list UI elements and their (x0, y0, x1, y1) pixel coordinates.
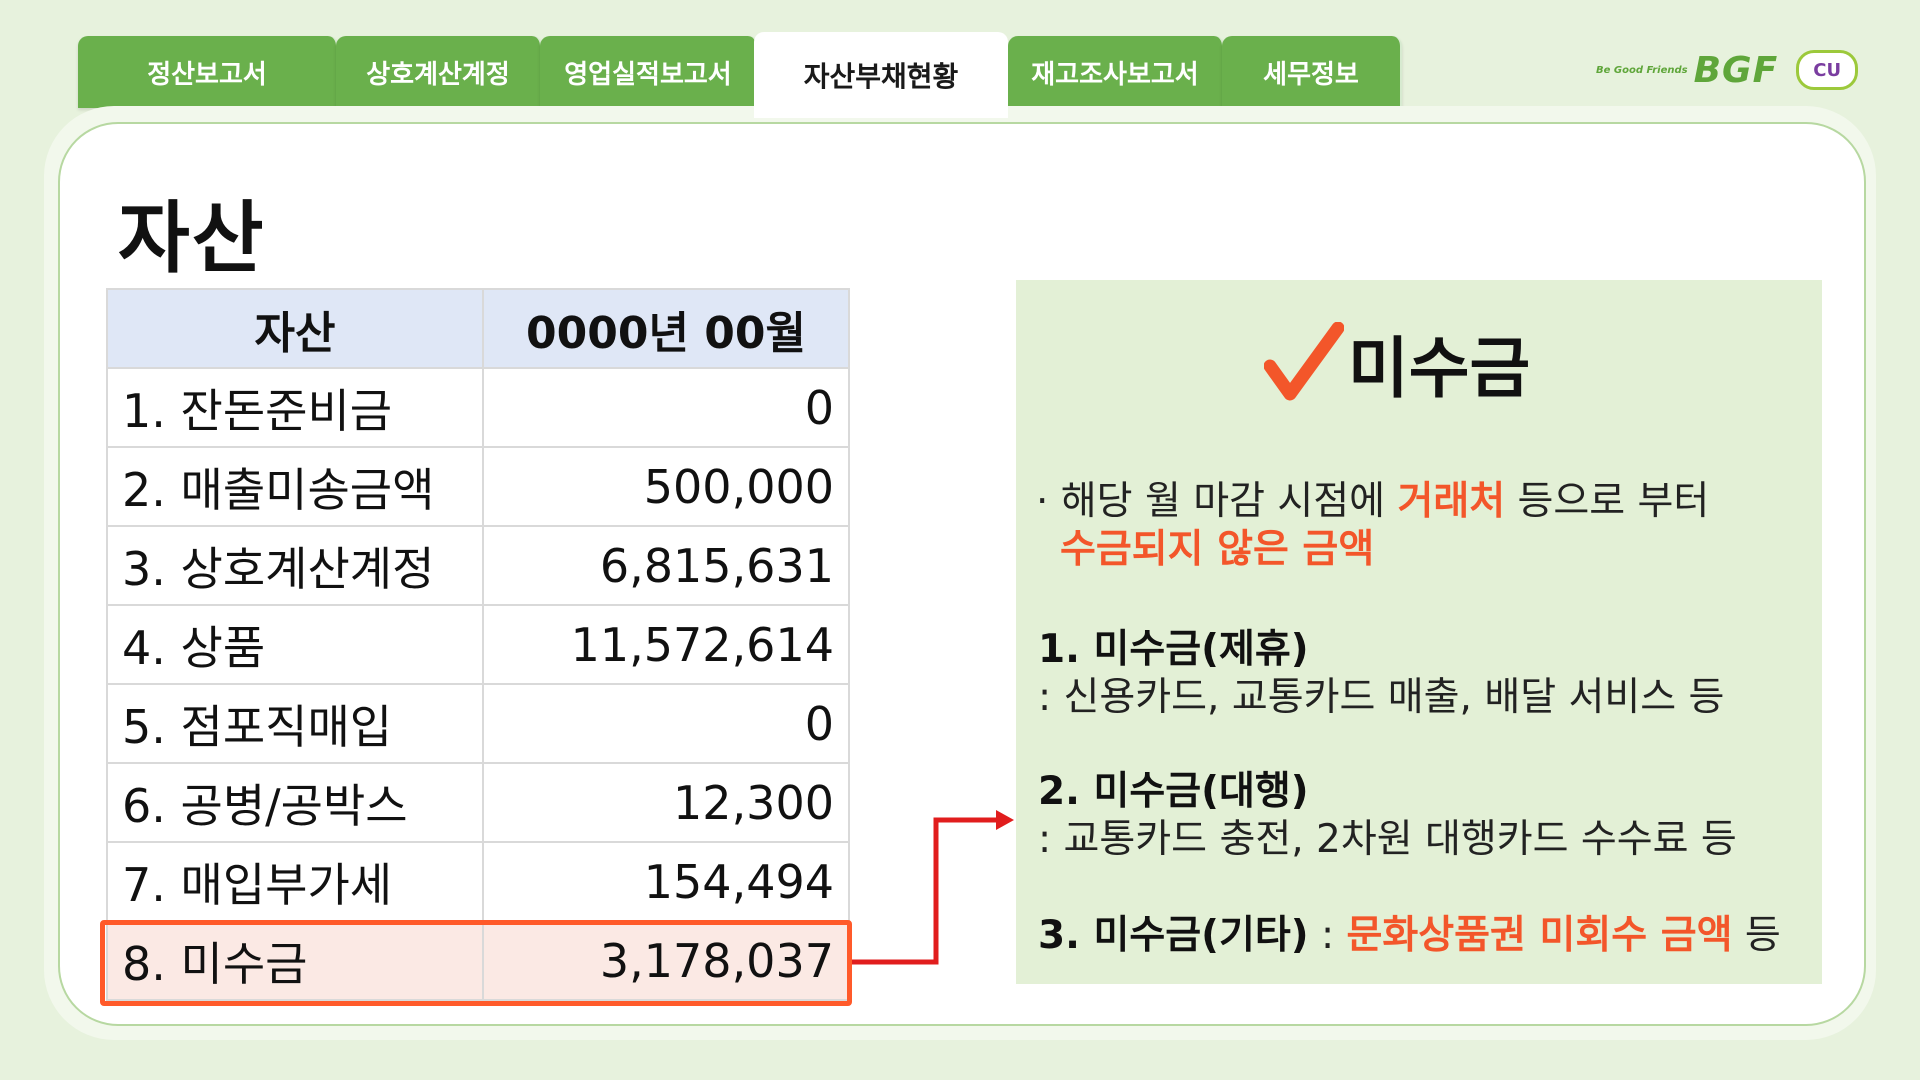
column-header-period: 0000년 00월 (482, 288, 850, 369)
connector-arrow-icon (852, 810, 1014, 965)
table-row: 5. 점포직매입 0 (106, 683, 850, 764)
table-row: 4. 상품 11,572,614 (106, 604, 850, 685)
info-box: 미수금 · 해당 월 마감 시점에 거래처 등으로 부터 수금되지 않은 금액 … (1016, 280, 1822, 984)
highlight-box (100, 920, 852, 1006)
row-value: 0 (482, 367, 850, 448)
row-value: 3,178,037 (482, 920, 850, 1001)
row-label: 3. 상호계산계정 (106, 525, 484, 606)
assets-table: 자산 0000년 00월 1. 잔돈준비금 0 2. 매출미송금액 500,00… (106, 288, 850, 1001)
tab-settlement-report[interactable]: 정산보고서 (78, 36, 338, 108)
info-description-emphasis: 수금되지 않은 금액 (1060, 527, 1375, 572)
info-item-1-title: 1. 미수금(제휴) (1038, 627, 1309, 672)
row-value: 11,572,614 (482, 604, 850, 685)
tab-sales-report[interactable]: 영업실적보고서 (540, 36, 758, 108)
info-item-2-desc: : 교통카드 충전, 2차원 대행카드 수수료 등 (1038, 817, 1737, 862)
table-row: 1. 잔돈준비금 0 (106, 367, 850, 448)
row-value: 6,815,631 (482, 525, 850, 606)
tab-inventory-report[interactable]: 재고조사보고서 (1008, 36, 1224, 108)
row-value: 500,000 (482, 446, 850, 527)
column-header-asset: 자산 (106, 288, 484, 369)
row-label: 8. 미수금 (106, 920, 484, 1001)
logo-cu-badge: CU (1796, 50, 1859, 90)
tab-tax-info[interactable]: 세무정보 (1222, 36, 1402, 108)
row-label: 6. 공병/공박스 (106, 762, 484, 843)
row-label: 7. 매입부가세 (106, 841, 484, 922)
logo-bgf: BGF (1693, 49, 1779, 91)
info-item-3: 3. 미수금(기타) : 문화상품권 미회수 금액 등 (1038, 913, 1781, 958)
row-label: 2. 매출미송금액 (106, 446, 484, 527)
row-value: 154,494 (482, 841, 850, 922)
table-row: 7. 매입부가세 154,494 (106, 841, 850, 922)
info-item-2-title: 2. 미수금(대행) (1038, 769, 1309, 814)
row-value: 12,300 (482, 762, 850, 843)
table-row: 6. 공병/공박스 12,300 (106, 762, 850, 843)
checkmark-icon (1264, 322, 1344, 401)
row-label: 5. 점포직매입 (106, 683, 484, 764)
row-value: 0 (482, 683, 850, 764)
info-item-1-desc: : 신용카드, 교통카드 매출, 배달 서비스 등 (1038, 675, 1725, 720)
brand-logo: Be Good Friends BGF CU (1596, 48, 1859, 92)
info-description: · 해당 월 마감 시점에 거래처 등으로 부터 (1036, 479, 1710, 524)
table-row: 2. 매출미송금액 500,000 (106, 446, 850, 527)
tab-assets-liabilities[interactable]: 자산부채현황 (754, 32, 1008, 118)
row-label: 1. 잔돈준비금 (106, 367, 484, 448)
table-header-row: 자산 0000년 00월 (106, 288, 850, 369)
info-header: 미수금 (1264, 322, 1530, 402)
logo-tagline: Be Good Friends (1596, 64, 1688, 76)
table-row-highlighted: 8. 미수금 3,178,037 (106, 920, 850, 1001)
table-row: 3. 상호계산계정 6,815,631 (106, 525, 850, 606)
tab-mutual-account[interactable]: 상호계산계정 (336, 36, 542, 108)
info-title: 미수금 (1348, 330, 1531, 407)
page-title: 자산 (118, 194, 266, 284)
row-label: 4. 상품 (106, 604, 484, 685)
